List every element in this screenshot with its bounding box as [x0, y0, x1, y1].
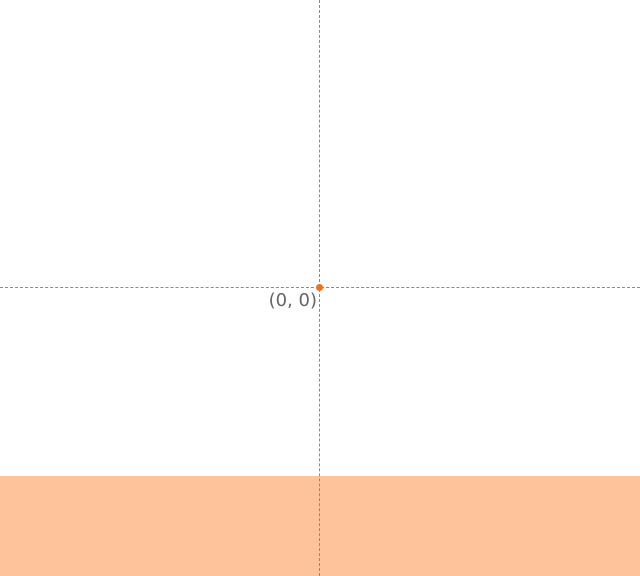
origin-coordinate-label: (0, 0) — [268, 290, 317, 311]
bottom-panel — [0, 476, 640, 576]
origin-dot-icon — [316, 284, 323, 291]
